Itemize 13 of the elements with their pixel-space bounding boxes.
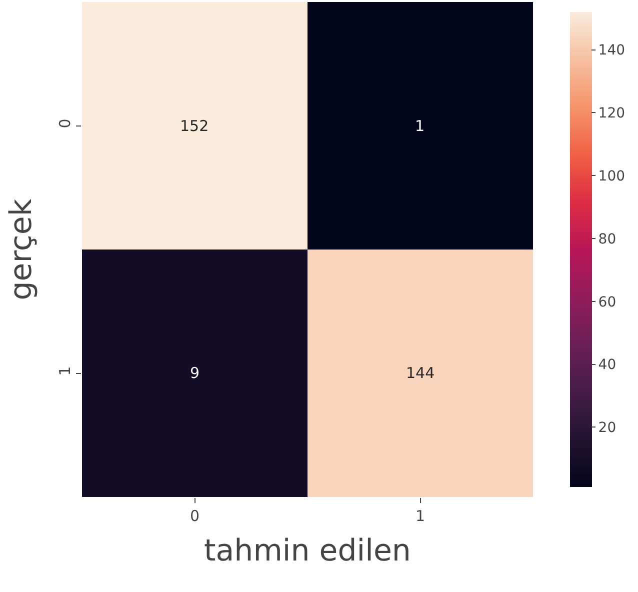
x-axis-title: tahmin edilen (204, 534, 411, 568)
data-label: 152 (180, 117, 209, 135)
color-bar-label: 60 (598, 294, 616, 310)
data-label: 1 (415, 117, 425, 135)
data-label: 9 (190, 364, 200, 382)
color-bar-label: 20 (598, 420, 616, 436)
color-bar-label: 100 (598, 168, 626, 184)
color-bar-label: 40 (598, 357, 616, 374)
color-bar-label: 80 (598, 231, 616, 248)
color-bar-label: 140 (598, 42, 626, 59)
y-axis-title: gerçek (4, 198, 39, 300)
data-label: 144 (406, 364, 435, 382)
color-bar-label: 120 (598, 106, 626, 122)
